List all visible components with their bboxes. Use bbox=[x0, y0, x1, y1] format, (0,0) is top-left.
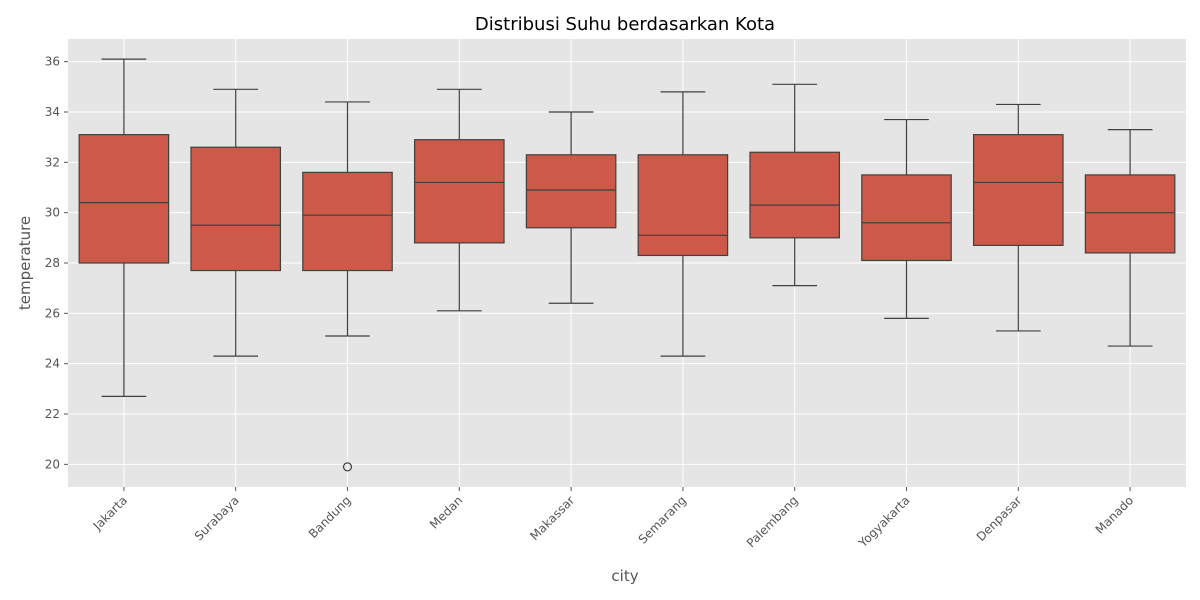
box-semarang bbox=[637, 91, 729, 357]
iqr-box bbox=[302, 171, 393, 272]
x-tick-label: Surabaya bbox=[192, 493, 242, 543]
iqr-box bbox=[1084, 174, 1176, 254]
chart-title: Distribusi Suhu berdasarkan Kota bbox=[475, 14, 775, 35]
box-bandung bbox=[302, 101, 393, 472]
box-yogyakarta bbox=[861, 118, 952, 319]
y-tick-label: 20 bbox=[45, 457, 60, 471]
outlier-point bbox=[342, 462, 353, 472]
y-tick-label: 34 bbox=[45, 105, 60, 119]
box-manado bbox=[1084, 129, 1176, 347]
x-tick-label: Manado bbox=[1093, 493, 1137, 537]
iqr-box bbox=[413, 139, 505, 244]
y-tick-label: 36 bbox=[45, 55, 60, 69]
x-axis-label: city bbox=[611, 567, 638, 585]
iqr-box bbox=[190, 146, 282, 272]
box-makassar bbox=[525, 111, 617, 304]
y-tick-label: 30 bbox=[45, 206, 60, 220]
box-palembang bbox=[749, 83, 841, 287]
iqr-box bbox=[749, 151, 841, 239]
x-tick-label: Palembang bbox=[744, 493, 801, 550]
iqr-box bbox=[972, 134, 1064, 246]
box-medan bbox=[413, 88, 505, 312]
y-axis-ticks: 20 22 24 26 28 30 32 34 36 bbox=[45, 55, 68, 471]
iqr-box bbox=[78, 134, 170, 264]
y-tick-label: 22 bbox=[45, 407, 60, 421]
iqr-box bbox=[637, 154, 729, 257]
y-tick-label: 24 bbox=[45, 357, 60, 371]
y-tick-label: 26 bbox=[45, 306, 60, 320]
x-tick-label: Makassar bbox=[527, 493, 577, 543]
iqr-box bbox=[525, 154, 617, 229]
x-tick-label: Denpasar bbox=[974, 493, 1025, 544]
x-tick-label: Bandung bbox=[306, 493, 354, 541]
y-tick-label: 28 bbox=[45, 256, 60, 270]
y-axis-label: temperature bbox=[16, 216, 34, 310]
box-jakarta bbox=[78, 58, 170, 397]
x-tick-label: Semarang bbox=[636, 493, 689, 546]
box-surabaya bbox=[190, 88, 282, 357]
x-tick-label: Yogyakarta bbox=[855, 493, 912, 550]
x-tick-label: Medan bbox=[427, 493, 465, 531]
x-tick-label: Jakarta bbox=[90, 493, 130, 533]
iqr-box bbox=[861, 174, 952, 262]
y-tick-label: 32 bbox=[45, 155, 60, 169]
x-axis-ticks: Jakarta Surabaya Bandung Medan Makassar Semar… bbox=[90, 487, 1136, 551]
boxes-group bbox=[78, 58, 1176, 472]
box-denpasar bbox=[972, 103, 1064, 332]
